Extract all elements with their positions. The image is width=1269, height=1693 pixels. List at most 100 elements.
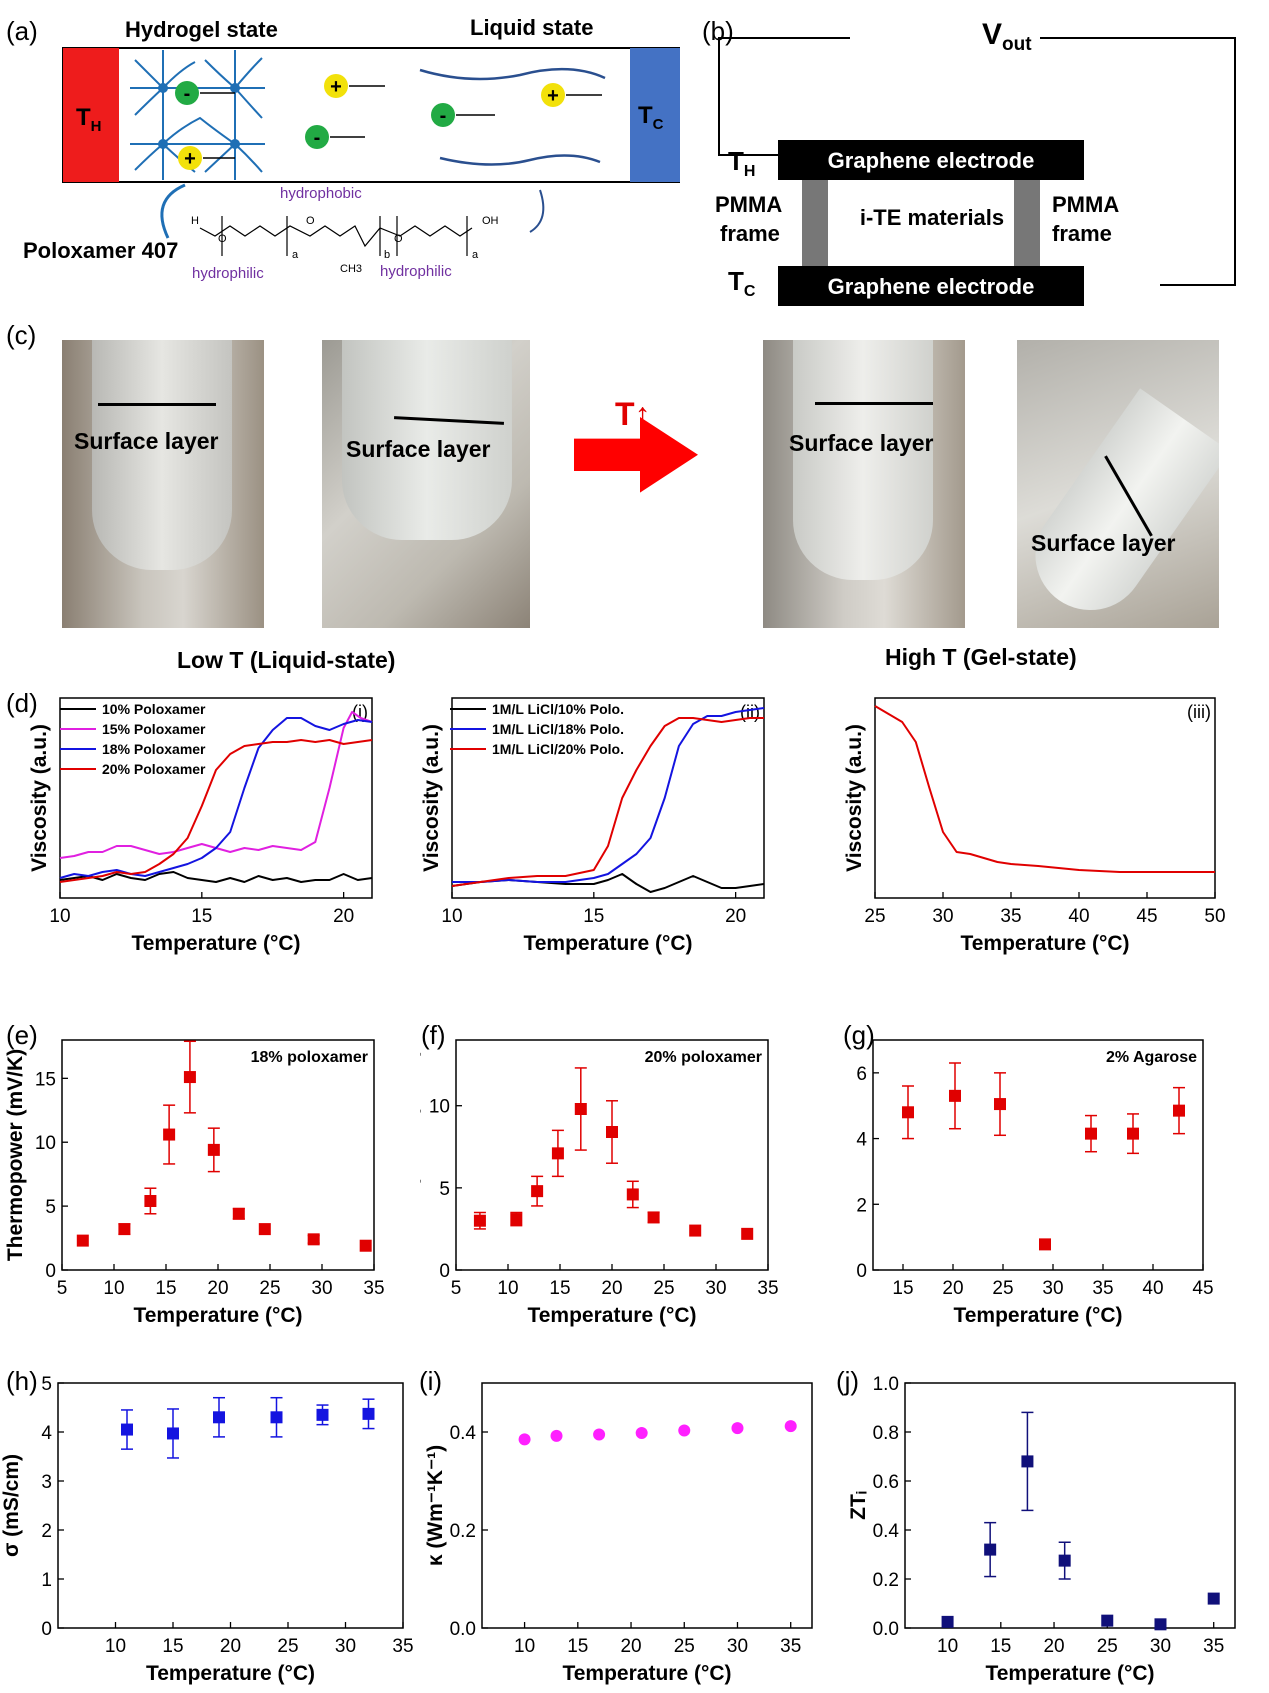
liquid-state-title: Liquid state bbox=[470, 15, 593, 40]
series-line-0 bbox=[874, 705, 1215, 873]
plot-frame bbox=[57, 1382, 404, 1629]
surface-label-2: Surface layer bbox=[346, 436, 491, 462]
panel-f-label: (f) bbox=[421, 1020, 446, 1050]
x-tick-label: 25 bbox=[653, 1278, 674, 1299]
photo-tube-3: Surface layer bbox=[763, 340, 965, 628]
chemical-atoms: H O O O OH CH3 a b a bbox=[191, 215, 499, 275]
svg-text:OH: OH bbox=[482, 215, 499, 227]
wire-right bbox=[1040, 37, 1236, 286]
data-point-1 bbox=[949, 1089, 961, 1102]
x-tick-label: 20 bbox=[207, 1278, 228, 1299]
x-tick-label: 30 bbox=[311, 1278, 332, 1299]
data-point-4 bbox=[183, 1071, 196, 1084]
y-tick-label: 5 bbox=[45, 1197, 56, 1218]
x-axis-label: Temperature (°C) bbox=[527, 1304, 696, 1327]
legend-label-2: 18% Poloxamer bbox=[102, 741, 206, 757]
y-tick-label: 0.4 bbox=[450, 1423, 477, 1444]
data-point-1 bbox=[984, 1543, 997, 1556]
x-tick-label: 5 bbox=[57, 1278, 68, 1299]
x-tick-label: 15 bbox=[990, 1636, 1011, 1657]
svg-text:a: a bbox=[472, 249, 479, 261]
chart-h: 10 15 20 25 30 35 0 1 2 3 4 5 Temperature (°C) σ (mS/… bbox=[0, 1374, 414, 1685]
x-tick-label: 30 bbox=[1042, 1278, 1063, 1299]
panel-e-label: (e) bbox=[6, 1020, 38, 1050]
y-tick-label: 0 bbox=[439, 1261, 450, 1282]
legend-label-1: 1M/L LiCl/18% Polo. bbox=[492, 721, 624, 737]
svg-text:-: - bbox=[184, 83, 191, 105]
vout-label: V bbox=[982, 18, 1002, 51]
x-tick-label: 35 bbox=[1000, 906, 1021, 927]
svg-text:O: O bbox=[306, 215, 315, 227]
y-axis-label: Viscosity (a.u.) bbox=[420, 724, 443, 872]
b-th-sub: H bbox=[744, 163, 756, 180]
y-tick-label: 3 bbox=[41, 1472, 52, 1493]
chart-d-i: 10 15 20 Temperature (°C) Viscosity (a.u.) (i… bbox=[28, 697, 373, 955]
data-point-0 bbox=[473, 1214, 486, 1227]
svg-text:+: + bbox=[184, 148, 196, 170]
y-tick-label: 0 bbox=[41, 1619, 52, 1640]
y-tick-label: 0 bbox=[856, 1261, 867, 1282]
svg-text:-: - bbox=[314, 127, 321, 149]
panel-g-label: (g) bbox=[843, 1020, 875, 1050]
x-tick-label: 25 bbox=[992, 1278, 1013, 1299]
data-point-2 bbox=[593, 1428, 606, 1441]
x-tick-label: 15 bbox=[191, 906, 212, 927]
x-tick-label: 10 bbox=[441, 906, 462, 927]
x-tick-label: 30 bbox=[727, 1636, 748, 1657]
plot-frame bbox=[904, 1382, 1236, 1629]
y-axis-label: κ (Wm⁻¹K⁻¹) bbox=[424, 1445, 447, 1566]
x-tick-label: 10 bbox=[937, 1636, 958, 1657]
series-line-2 bbox=[59, 717, 373, 879]
series-line-3 bbox=[59, 739, 373, 883]
y-tick-label: 4 bbox=[856, 1130, 867, 1151]
plot-frame bbox=[872, 1039, 1204, 1271]
data-point-6 bbox=[626, 1188, 639, 1201]
chart-j: 10 15 20 25 30 35 0.0 0.2 0.4 0.6 0.8 1.0 Temperatur… bbox=[847, 1374, 1236, 1685]
x-tick-label: 20 bbox=[333, 906, 354, 927]
x-tick-label: 20 bbox=[725, 906, 746, 927]
data-point-2 bbox=[531, 1185, 544, 1198]
x-tick-label: 25 bbox=[1097, 1636, 1118, 1657]
data-point-8 bbox=[689, 1224, 702, 1237]
x-tick-label: 15 bbox=[892, 1278, 913, 1299]
pmma-left-line1: PMMA bbox=[715, 192, 782, 217]
y-tick-label: 10 bbox=[429, 1097, 450, 1118]
data-point-0 bbox=[121, 1423, 133, 1436]
x-axis-label: Temperature (°C) bbox=[523, 932, 692, 955]
th-sub: H bbox=[91, 118, 102, 135]
x-tick-label: 25 bbox=[674, 1636, 695, 1657]
data-point-4 bbox=[574, 1103, 587, 1115]
data-point-5 bbox=[207, 1143, 220, 1156]
x-tick-label: 40 bbox=[1068, 906, 1089, 927]
x-tick-label: 20 bbox=[1043, 1636, 1064, 1657]
panel-b-label: (b) bbox=[702, 16, 734, 46]
pmma-right-line1: PMMA bbox=[1052, 192, 1119, 217]
tc-sub: C bbox=[653, 116, 664, 133]
x-tick-label: 35 bbox=[392, 1636, 413, 1657]
ion-plus-1: + bbox=[178, 146, 202, 170]
y-tick-label: 6 bbox=[856, 1064, 867, 1085]
vout-sub: out bbox=[1002, 34, 1032, 55]
y-tick-label: 0.8 bbox=[873, 1423, 899, 1444]
svg-text:TC: TC bbox=[728, 266, 756, 300]
y-tick-label: 2 bbox=[41, 1521, 52, 1542]
ion-plus-3: + bbox=[541, 83, 565, 107]
x-tick-label: 15 bbox=[155, 1278, 176, 1299]
data-point-2 bbox=[213, 1411, 225, 1424]
data-point-5 bbox=[1154, 1618, 1167, 1631]
panel-a-label: (a) bbox=[6, 16, 38, 46]
th-label: T bbox=[76, 104, 91, 131]
data-point-3 bbox=[551, 1147, 564, 1160]
x-tick-label: 40 bbox=[1142, 1278, 1163, 1299]
legend-label-0: 1M/L LiCl/10% Polo. bbox=[492, 701, 624, 717]
data-point-9 bbox=[741, 1227, 754, 1240]
panel-a: (a) Hydrogel state Liquid state TH TC - … bbox=[0, 0, 700, 300]
y-tick-label: 0.2 bbox=[450, 1521, 476, 1542]
legend-label-0: 10% Poloxamer bbox=[102, 701, 206, 717]
x-tick-label: 30 bbox=[335, 1636, 356, 1657]
x-tick-label: 10 bbox=[514, 1636, 535, 1657]
data-point-0 bbox=[76, 1234, 89, 1247]
ion-minus-2: - bbox=[305, 125, 329, 149]
x-tick-label: 35 bbox=[1092, 1278, 1113, 1299]
